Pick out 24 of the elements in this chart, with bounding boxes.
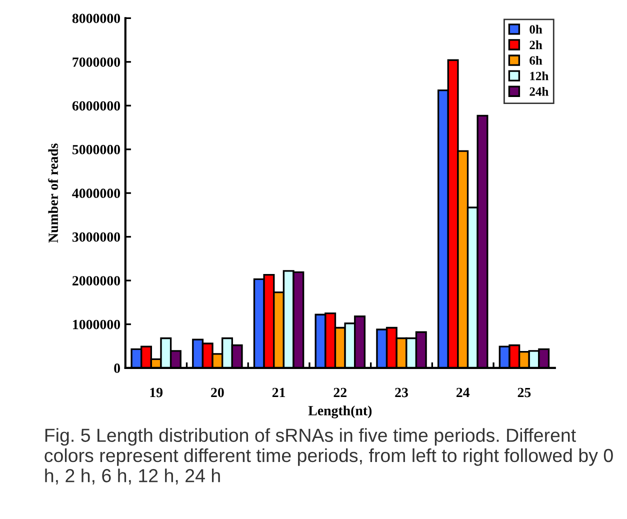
y-tick-label: 2000000 bbox=[72, 276, 120, 286]
x-tick-label: 20 bbox=[211, 388, 224, 398]
x-tick-label: 23 bbox=[395, 388, 408, 398]
x-axis-title: Length(nt) bbox=[308, 406, 372, 418]
y-axis-title: Number of reads bbox=[48, 144, 58, 243]
y-tick-label: 7000000 bbox=[72, 57, 120, 67]
y-tick-label: 8000000 bbox=[72, 14, 120, 24]
legend-label: 24h bbox=[530, 87, 548, 96]
legend-label: 6h bbox=[530, 56, 542, 65]
legend-label: 12h bbox=[530, 71, 548, 80]
caption: Fig. 5 Length distribution of sRNAs in five time periods. Different colors represent different time periods, from left to right followed by 0 h, 2 h, 6 h, 12 h, 24 h bbox=[44, 428, 613, 485]
y-tick-label: 4000000 bbox=[72, 188, 120, 198]
x-tick-label: 21 bbox=[272, 388, 286, 398]
x-tick-label: 25 bbox=[518, 388, 531, 398]
y-tick-label: 3000000 bbox=[72, 232, 120, 242]
y-tick-label: 0 bbox=[114, 364, 120, 373]
y-tick-label: 5000000 bbox=[72, 144, 120, 154]
x-tick-label: 19 bbox=[150, 388, 163, 398]
x-tick-label: 22 bbox=[334, 388, 346, 398]
legend-label: 2h bbox=[530, 40, 542, 50]
x-tick-label: 24 bbox=[456, 388, 470, 398]
y-tick-label: 6000000 bbox=[72, 101, 120, 111]
legend-label: 0h bbox=[530, 24, 542, 34]
y-tick-label: 1000000 bbox=[73, 320, 120, 330]
